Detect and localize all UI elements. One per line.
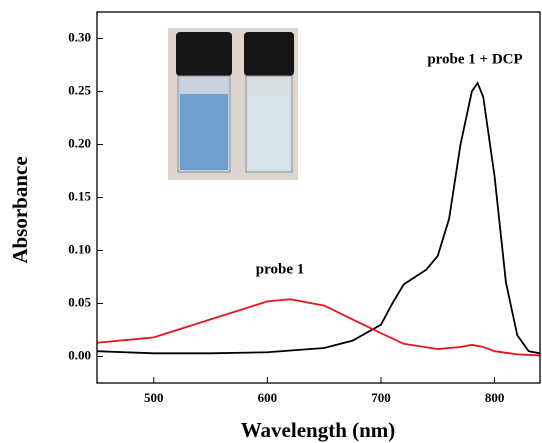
y-tick-label: 0.25 (68, 82, 91, 97)
line (96, 81, 541, 355)
x-tick-label: 500 (144, 390, 164, 405)
inset-photo (168, 28, 298, 180)
plot-frame (96, 11, 541, 384)
y-tick-label: 0.20 (68, 135, 91, 150)
x-tick-label: 800 (485, 390, 505, 405)
x-tick-label: 700 (371, 390, 391, 405)
y-tick-label: 0.00 (68, 347, 91, 362)
y-tick-label: 0.05 (68, 294, 91, 309)
y-tick-label: 0.15 (68, 188, 91, 203)
line (96, 298, 541, 357)
annotation: probe 1 + DCP (427, 51, 522, 67)
x-tick-label: 600 (258, 390, 278, 405)
x-axis-title: Wavelength (nm) (241, 418, 396, 442)
annotation: probe 1 (256, 261, 304, 277)
y-tick-label: 0.10 (68, 241, 91, 256)
y-axis-title: Absorbance (8, 156, 32, 263)
y-tick-label: 0.30 (68, 29, 91, 44)
